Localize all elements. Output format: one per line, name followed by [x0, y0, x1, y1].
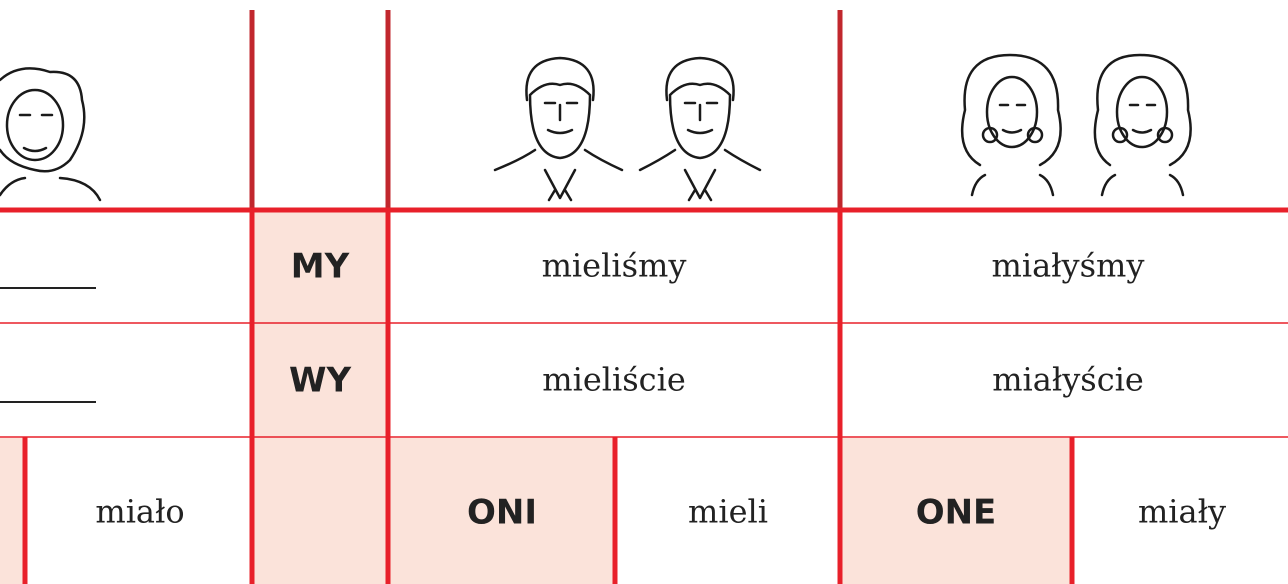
verb-form: miały	[1138, 493, 1226, 531]
verb-form: miałyśmy	[992, 247, 1145, 285]
pronoun: ONI	[467, 493, 537, 533]
verb-form: mieliście	[542, 361, 686, 399]
verb-form: mieliśmy	[542, 247, 687, 285]
pronoun: MY	[291, 247, 350, 287]
woman-partial	[0, 67, 102, 202]
body-lines	[0, 207, 1288, 584]
man-2	[638, 56, 762, 202]
header-lines	[249, 10, 843, 210]
pink-cells	[0, 212, 1072, 584]
pronoun: ONE	[916, 493, 997, 533]
woman-1	[960, 53, 1062, 197]
verb-form: miałyście	[992, 361, 1144, 399]
verb-form: miało	[95, 493, 184, 531]
woman-2	[1093, 53, 1192, 197]
man-1	[493, 56, 624, 202]
blank-lines	[0, 287, 96, 403]
pronoun: WY	[289, 361, 352, 401]
verb-form: mieli	[688, 493, 768, 531]
